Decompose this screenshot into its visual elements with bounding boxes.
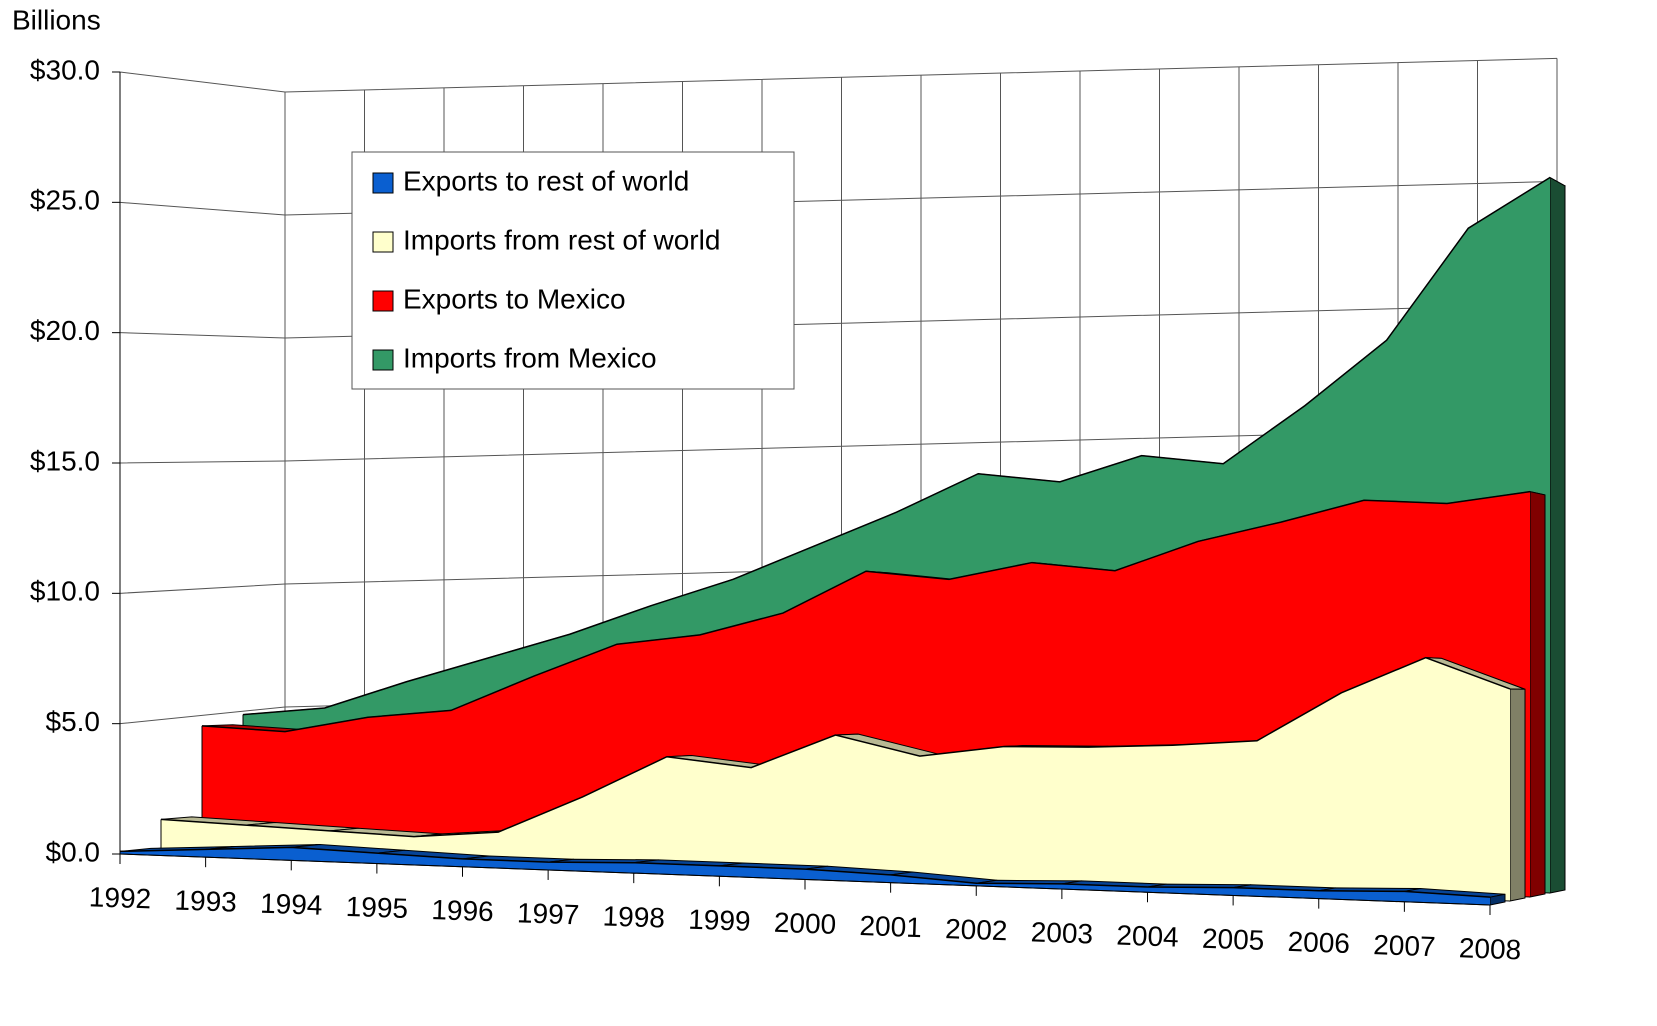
grid-line	[119, 180, 1558, 216]
y-tick-label: $0.0	[46, 836, 101, 867]
x-tick-label: 1994	[260, 888, 323, 921]
legend-swatch	[372, 231, 394, 253]
y-axis-label: Billions	[12, 4, 101, 35]
plot	[119, 176, 1566, 906]
x-axis	[119, 853, 1491, 906]
y-tick-label: $10.0	[30, 576, 100, 607]
grid-line	[119, 57, 1558, 93]
x-tick-label: 2007	[1373, 929, 1436, 962]
area-side	[1529, 490, 1546, 898]
x-tick-label: 2002	[945, 913, 1008, 946]
legend-swatch	[372, 172, 394, 194]
area-line	[201, 490, 1531, 733]
area-line	[119, 846, 1491, 898]
legend-label: Exports to rest of world	[403, 165, 689, 196]
legend-box	[351, 151, 795, 390]
y-tick-label: $30.0	[30, 54, 100, 85]
x-tick-label: 1995	[345, 891, 408, 924]
x-tick-label: 2005	[1202, 923, 1265, 956]
legend-label: Imports from Mexico	[403, 342, 657, 373]
x-tick-label: 1997	[517, 897, 580, 930]
y-tick-label: $25.0	[30, 185, 100, 216]
area-side	[1509, 688, 1526, 902]
legend-swatch	[372, 349, 394, 371]
legend-swatch	[372, 290, 394, 312]
x-tick-label: 2003	[1030, 916, 1093, 949]
axes: $0.0 $5.0 $10.0 $15.0 $20.0 $25.0 $30.0 1992 199…	[30, 54, 1522, 965]
legend-label: Exports to Mexico	[403, 283, 626, 314]
x-tick-label: 1993	[174, 885, 237, 918]
area-side	[1549, 176, 1566, 894]
area-line	[242, 176, 1551, 716]
x-tick-label: 2001	[859, 910, 922, 943]
legend: Exports to rest of world Imports from res…	[351, 151, 795, 390]
legend-label: Imports from rest of world	[403, 224, 720, 255]
x-tick-label: 2004	[1116, 920, 1179, 953]
x-tick-label: 1992	[88, 881, 151, 914]
area-front	[120, 847, 1490, 905]
x-tick-label: 1999	[688, 904, 751, 937]
y-tick-label: $20.0	[30, 315, 100, 346]
x-tick-label: 2008	[1458, 932, 1521, 965]
x-tick-label: 2000	[773, 907, 836, 940]
y-tick-label: $15.0	[30, 445, 100, 476]
area-line	[160, 656, 1511, 838]
grid-line	[119, 303, 1558, 339]
area-front	[161, 657, 1510, 901]
x-tick-label: 2006	[1287, 926, 1350, 959]
x-tick-label: 1998	[602, 900, 665, 933]
y-tick-label: $5.0	[46, 706, 101, 737]
x-tick-label: 1996	[431, 894, 494, 927]
